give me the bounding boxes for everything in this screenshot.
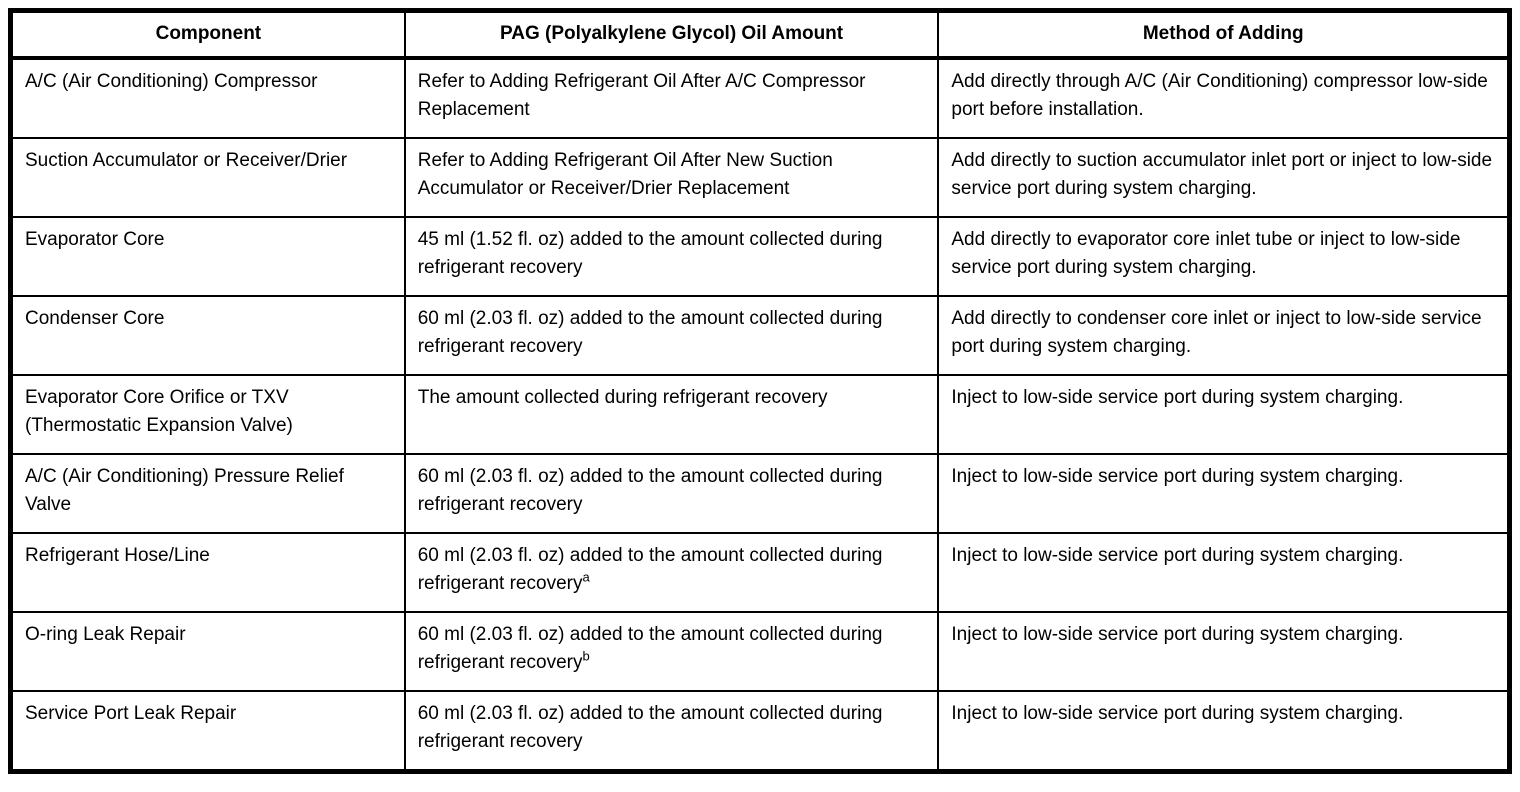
component-cell: O-ring Leak Repair [9, 611, 406, 692]
component-cell: Evaporator Core Orifice or TXV (Thermost… [9, 374, 406, 455]
method-cell: Inject to low-side service port during s… [937, 690, 1511, 773]
component-text: Suction Accumulator or Receiver/Drier [25, 150, 348, 171]
method-text: Add directly to suction accumulator inle… [951, 150, 1493, 199]
component-text: Condenser Core [25, 308, 165, 329]
component-text: Refrigerant Hose/Line [25, 545, 210, 566]
component-cell: A/C (Air Conditioning) Pressure Relief V… [9, 453, 406, 534]
footnote-marker: a [582, 569, 590, 585]
table-header: Component PAG (Polyalkylene Glycol) Oil … [9, 9, 1511, 60]
table-row: Condenser Core 60 ml (2.03 fl. oz) added… [9, 295, 1511, 376]
oil-amount-cell: Refer to Adding Refrigerant Oil After A/… [403, 57, 940, 139]
table-row: Service Port Leak Repair 60 ml (2.03 fl.… [9, 690, 1511, 773]
oil-amount-text: 45 ml (1.52 fl. oz) added to the amount … [417, 229, 883, 278]
column-header-oil-amount: PAG (Polyalkylene Glycol) Oil Amount [403, 9, 940, 60]
method-text: Add directly to condenser core inlet or … [951, 308, 1482, 357]
method-cell: Inject to low-side service port during s… [937, 374, 1511, 455]
oil-amount-text: 60 ml (2.03 fl. oz) added to the amount … [417, 703, 883, 752]
table-row: Suction Accumulator or Receiver/Drier Re… [9, 137, 1511, 218]
component-cell: Condenser Core [9, 295, 406, 376]
oil-amount-cell: 60 ml (2.03 fl. oz) added to the amount … [403, 295, 940, 376]
component-text: Service Port Leak Repair [25, 703, 237, 724]
oil-amount-cell: 60 ml (2.03 fl. oz) added to the amount … [403, 532, 940, 613]
oil-amount-text: 60 ml (2.03 fl. oz) added to the amount … [417, 545, 883, 594]
oil-amount-text: 60 ml (2.03 fl. oz) added to the amount … [417, 466, 883, 515]
component-text: A/C (Air Conditioning) Compressor [25, 71, 318, 92]
component-text: Evaporator Core Orifice or TXV (Thermost… [25, 387, 293, 436]
footnote-marker: b [582, 648, 590, 664]
method-text: Add directly through A/C (Air Conditioni… [951, 71, 1488, 120]
method-cell: Inject to low-side service port during s… [937, 611, 1511, 692]
method-text: Inject to low-side service port during s… [951, 545, 1404, 566]
component-cell: Service Port Leak Repair [9, 690, 406, 773]
oil-amount-text: Refer to Adding Refrigerant Oil After Ne… [417, 150, 833, 199]
method-cell: Add directly to condenser core inlet or … [937, 295, 1511, 376]
method-cell: Inject to low-side service port during s… [937, 453, 1511, 534]
pag-oil-amount-table: Component PAG (Polyalkylene Glycol) Oil … [8, 8, 1512, 774]
method-text: Inject to low-side service port during s… [951, 466, 1404, 487]
oil-amount-text: 60 ml (2.03 fl. oz) added to the amount … [417, 308, 883, 357]
component-cell: Refrigerant Hose/Line [9, 532, 406, 613]
oil-amount-cell: 60 ml (2.03 fl. oz) added to the amount … [403, 690, 940, 773]
header-row: Component PAG (Polyalkylene Glycol) Oil … [9, 9, 1511, 60]
method-cell: Add directly to evaporator core inlet tu… [937, 216, 1511, 297]
column-header-method-of-adding: Method of Adding [937, 9, 1511, 60]
table-row: O-ring Leak Repair 60 ml (2.03 fl. oz) a… [9, 611, 1511, 692]
table-row: A/C (Air Conditioning) Compressor Refer … [9, 57, 1511, 139]
table-body: A/C (Air Conditioning) Compressor Refer … [9, 57, 1511, 773]
method-text: Inject to low-side service port during s… [951, 703, 1404, 724]
column-header-component: Component [9, 9, 406, 60]
table-row: Refrigerant Hose/Line 60 ml (2.03 fl. oz… [9, 532, 1511, 613]
table-row: Evaporator Core 45 ml (1.52 fl. oz) adde… [9, 216, 1511, 297]
method-text: Inject to low-side service port during s… [951, 624, 1404, 645]
component-text: Evaporator Core [25, 229, 165, 250]
component-cell: Suction Accumulator or Receiver/Drier [9, 137, 406, 218]
oil-amount-cell: The amount collected during refrigerant … [403, 374, 940, 455]
table-row: Evaporator Core Orifice or TXV (Thermost… [9, 374, 1511, 455]
oil-amount-text: Refer to Adding Refrigerant Oil After A/… [417, 71, 866, 120]
component-cell: Evaporator Core [9, 216, 406, 297]
oil-amount-cell: 60 ml (2.03 fl. oz) added to the amount … [403, 611, 940, 692]
oil-amount-text: The amount collected during refrigerant … [417, 387, 828, 408]
component-text: A/C (Air Conditioning) Pressure Relief V… [25, 466, 344, 515]
method-cell: Add directly through A/C (Air Conditioni… [937, 57, 1511, 139]
component-text: O-ring Leak Repair [25, 624, 186, 645]
component-cell: A/C (Air Conditioning) Compressor [9, 57, 406, 139]
method-text: Add directly to evaporator core inlet tu… [951, 229, 1461, 278]
method-cell: Inject to low-side service port during s… [937, 532, 1511, 613]
method-cell: Add directly to suction accumulator inle… [937, 137, 1511, 218]
oil-amount-cell: 45 ml (1.52 fl. oz) added to the amount … [403, 216, 940, 297]
oil-amount-cell: Refer to Adding Refrigerant Oil After Ne… [403, 137, 940, 218]
table-row: A/C (Air Conditioning) Pressure Relief V… [9, 453, 1511, 534]
method-text: Inject to low-side service port during s… [951, 387, 1404, 408]
oil-amount-cell: 60 ml (2.03 fl. oz) added to the amount … [403, 453, 940, 534]
oil-amount-text: 60 ml (2.03 fl. oz) added to the amount … [417, 624, 883, 673]
